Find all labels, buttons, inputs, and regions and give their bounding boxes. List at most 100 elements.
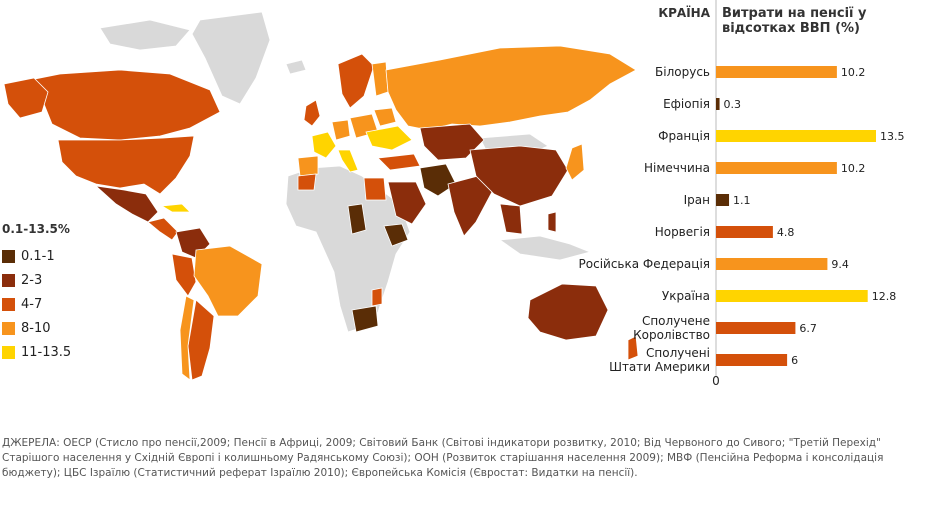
category-label-line: Ефіопія (663, 97, 710, 111)
world-map (3, 11, 639, 381)
category-label: Ефіопія (663, 97, 710, 111)
map-new-zealand (627, 335, 639, 361)
pension-bar-chart: 0 10.2 Білорусь 0.3 Ефіопія 13.5 Франція 10.2 Ні… (579, 0, 905, 388)
map-germany (331, 119, 351, 141)
map-central-america (147, 217, 179, 241)
bar (716, 98, 720, 110)
map-iran (419, 163, 457, 197)
legend-items: 0.1-1 2-3 4-7 8-10 11-13.5 (2, 244, 122, 364)
map-mexico (94, 185, 159, 223)
map-chile (179, 295, 195, 381)
map-russia (385, 45, 637, 131)
map-cuba (160, 203, 191, 213)
category-label: Німеччина (644, 161, 710, 175)
legend-swatch (2, 273, 15, 287)
map-chad (347, 203, 367, 235)
category-label-line: Іран (684, 193, 710, 207)
map-australia (527, 283, 609, 341)
map-belarus (373, 107, 397, 127)
map-greenland (191, 11, 271, 105)
bar-value-label: 12.8 (872, 290, 897, 303)
bar-value-label: 1.1 (733, 194, 751, 207)
legend-label: 0.1-1 (21, 248, 55, 264)
map-iceland (285, 59, 307, 75)
legend-swatch (2, 297, 15, 311)
category-label: Російська Федерація (579, 257, 710, 271)
map-japan (565, 143, 585, 181)
bar (716, 226, 773, 238)
country-column-header: КРАЇНА (658, 6, 710, 20)
category-label: Іран (684, 193, 710, 207)
bar-value-label: 0.3 (724, 98, 742, 111)
bar-value-label: 6.7 (799, 322, 817, 335)
bar (716, 258, 828, 270)
category-label-line: Російська Федерація (579, 257, 710, 271)
map-china (469, 145, 569, 207)
legend-item: 0.1-1 (2, 244, 122, 268)
bar-value-label: 6 (791, 354, 798, 367)
category-label-line: Норвегія (655, 225, 710, 239)
category-label: Україна (662, 289, 710, 303)
map-ethiopia (383, 223, 409, 247)
bar (716, 322, 796, 334)
legend-swatch (2, 321, 15, 335)
bar (716, 354, 788, 366)
map-southeast-asia (499, 203, 523, 235)
legend-swatch (2, 249, 15, 263)
legend-label: 2-3 (21, 272, 43, 288)
category-label-line: Штати Америки (609, 360, 710, 374)
legend-item: 11-13.5 (2, 340, 122, 364)
map-alaska (3, 77, 49, 119)
category-label-line: Королівство (633, 328, 710, 342)
bar (716, 194, 730, 206)
bar (716, 162, 837, 174)
map-morocco (297, 173, 317, 191)
map-philippines (547, 211, 557, 233)
bar-value-label: 13.5 (880, 130, 905, 143)
category-label: Норвегія (655, 225, 710, 239)
category-label-line: Україна (662, 289, 710, 303)
map-usa (57, 135, 195, 195)
bar-value-label: 4.8 (777, 226, 795, 239)
map-south-africa (351, 305, 379, 333)
x-axis-zero-label: 0 (712, 374, 720, 388)
map-iberia (297, 155, 319, 177)
legend-title: 0.1-13.5% (2, 222, 70, 236)
bar-value-label: 10.2 (841, 162, 866, 175)
map-mozambique (371, 287, 383, 307)
map-indonesia (498, 235, 592, 261)
legend-label: 4-7 (21, 296, 43, 312)
category-label: Білорусь (655, 65, 710, 79)
category-label: Сполучене Королівство (633, 314, 710, 342)
map-legend: 0.1-13.5% 0.1-1 2-3 4-7 8-10 11-13.5 (2, 222, 122, 364)
map-arctic-islands (99, 19, 191, 51)
value-column-header: Витрати на пенсії у відсотках ВВП (%) (722, 6, 867, 36)
legend-label: 8-10 (21, 320, 51, 336)
legend-item: 4-7 (2, 292, 122, 316)
bar (716, 66, 837, 78)
map-ukraine (365, 125, 413, 151)
bar-value-label: 9.4 (831, 258, 849, 271)
category-label-line: Франція (658, 129, 710, 143)
map-france (311, 131, 337, 159)
map-italy (337, 149, 359, 173)
category-label: Сполучені Штати Америки (609, 346, 710, 374)
map-canada (29, 69, 221, 141)
legend-swatch (2, 345, 15, 359)
map-egypt (363, 177, 387, 201)
category-label-line: Білорусь (655, 65, 710, 79)
map-arabia (387, 181, 427, 225)
map-uk (303, 99, 321, 127)
category-label-line: Німеччина (644, 161, 710, 175)
bar (716, 130, 876, 142)
map-brazil (193, 245, 263, 317)
bar (716, 290, 868, 302)
map-central-asia (419, 123, 485, 161)
legend-label: 11-13.5 (21, 344, 72, 360)
sources-note: ДЖЕРЕЛА: ОЕСР (Стисло про пенсії,2009; П… (2, 437, 884, 479)
category-label: Франція (658, 129, 710, 143)
category-label-line: Сполучені (646, 346, 710, 360)
map-turkey (377, 153, 421, 171)
legend-item: 2-3 (2, 268, 122, 292)
map-scandinavia (337, 53, 375, 109)
